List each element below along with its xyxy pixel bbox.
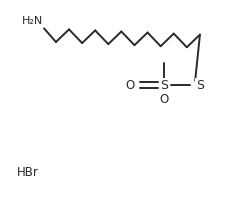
Text: HBr: HBr: [17, 166, 39, 179]
Text: H₂N: H₂N: [22, 16, 43, 26]
Text: S: S: [196, 79, 204, 92]
Text: O: O: [160, 93, 169, 106]
Text: O: O: [125, 79, 134, 92]
Text: S: S: [160, 79, 168, 92]
